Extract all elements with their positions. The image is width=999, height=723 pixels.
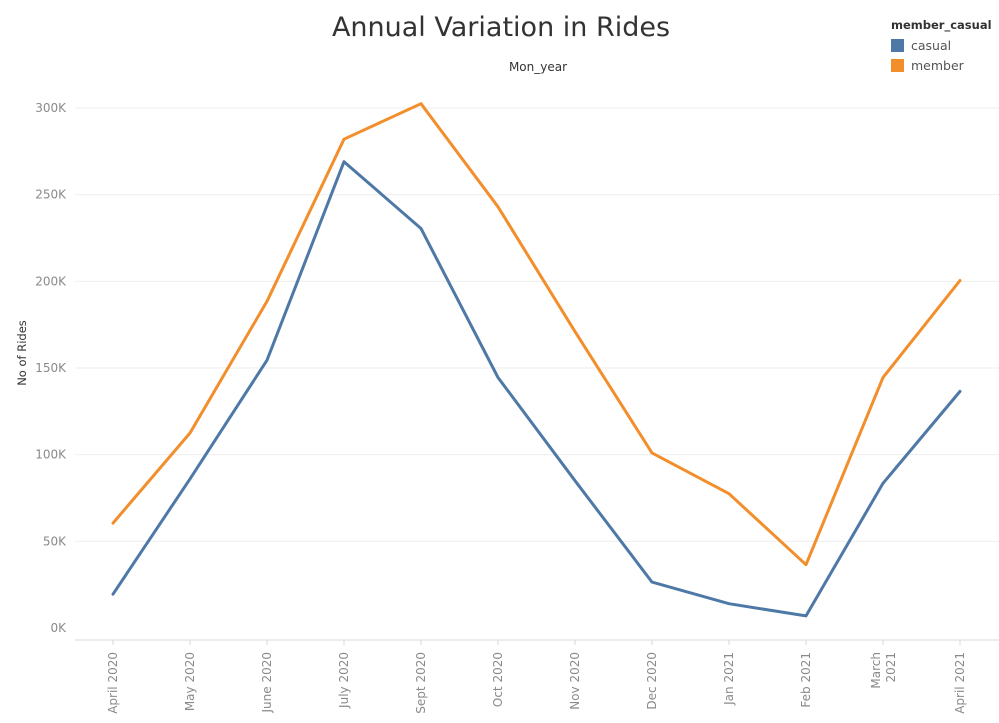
- legend-label-casual: casual: [911, 37, 952, 53]
- series-lines: [111, 102, 962, 618]
- legend-item-member[interactable]: member: [891, 55, 992, 75]
- legend: member_casual casual member: [891, 18, 992, 75]
- y-tick-label: 50K: [43, 534, 67, 548]
- x-tick-label: Feb 2021: [799, 652, 813, 708]
- series-line-member[interactable]: [111, 102, 962, 567]
- x-tick-label: Oct 2020: [491, 652, 505, 707]
- x-tick-label: Jan 2021: [722, 652, 736, 706]
- x-tick-label: Nov 2020: [568, 652, 582, 710]
- y-tick-label: 0K: [50, 621, 67, 635]
- y-tick-label: 300K: [35, 101, 67, 115]
- x-tick-label: April 2021: [953, 652, 967, 714]
- y-axis-ticks: 0K 50K 100K 150K 200K 250K 300K: [35, 101, 67, 635]
- series-line-casual[interactable]: [111, 160, 962, 618]
- x-tick-label: Dec 2020: [645, 652, 659, 710]
- gridlines: [75, 107, 999, 542]
- y-tick-label: 250K: [35, 188, 67, 202]
- y-tick-label: 200K: [35, 274, 67, 288]
- legend-swatch-casual: [891, 38, 904, 52]
- x-tick-label: March2021: [869, 652, 898, 689]
- x-tick-label: June 2020: [260, 652, 274, 714]
- y-tick-label: 150K: [35, 361, 67, 375]
- chart-subtitle: Mon_year: [508, 60, 568, 74]
- legend-label-member: member: [911, 57, 964, 73]
- x-tick-label: April 2020: [106, 652, 120, 714]
- legend-title: member_casual: [891, 18, 992, 32]
- x-tick-label: May 2020: [183, 652, 197, 711]
- legend-swatch-member: [891, 58, 904, 72]
- chart-title: Annual Variation in Rides: [331, 12, 671, 43]
- x-tick-label: July 2020: [337, 652, 351, 709]
- x-tick-label: Sept 2020: [414, 652, 428, 714]
- legend-item-casual[interactable]: casual: [891, 35, 992, 55]
- y-tick-label: 100K: [35, 448, 67, 462]
- x-axis-ticks: April 2020 May 2020 June 2020 July 2020 Sept…: [106, 640, 967, 714]
